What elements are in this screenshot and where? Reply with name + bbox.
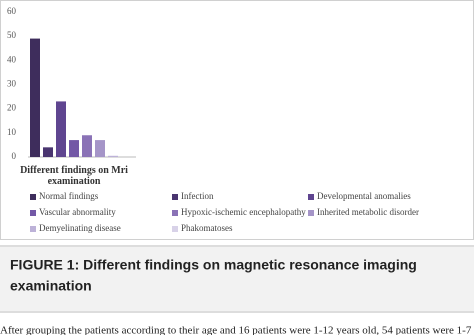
y-tick-label: 20 [7, 103, 17, 113]
legend-label: Hypoxic-ischemic encephalopathy [181, 207, 306, 217]
body-text: After grouping the patients according to… [0, 325, 472, 335]
x-tick-label: Different findings on Mri examination [20, 165, 128, 187]
legend-label: Infection [181, 191, 214, 201]
caption-title: examination [10, 278, 92, 294]
legend-label: Inherited metabolic disorder [317, 207, 419, 217]
bar [30, 38, 40, 158]
legend-swatch [30, 194, 36, 200]
caption-box [0, 247, 474, 311]
y-tick-label: 40 [7, 54, 17, 64]
y-tick-label: 30 [7, 79, 17, 89]
legend-swatch [172, 226, 178, 232]
y-tick-label: 50 [7, 30, 17, 40]
legend-swatch [308, 210, 314, 216]
bar [108, 155, 118, 157]
legend-swatch [172, 194, 178, 200]
bar [69, 140, 79, 157]
legend-swatch [30, 226, 36, 232]
legend-label: Vascular abnormality [39, 207, 116, 217]
legend-label: Developmental anomalies [317, 191, 411, 201]
legend-label: Phakomatoses [181, 223, 233, 233]
chart-frame [0, 0, 474, 240]
bar [43, 147, 53, 157]
bar [82, 135, 92, 157]
caption-title: FIGURE 1: Different findings on magnetic… [10, 257, 417, 273]
bar [95, 140, 105, 157]
y-tick-label: 60 [7, 6, 17, 16]
y-tick-label: 10 [7, 127, 17, 137]
legend-label: Normal findings [39, 191, 99, 201]
legend-label: Demyelinating disease [39, 223, 121, 233]
legend-swatch [30, 210, 36, 216]
legend-swatch [172, 210, 178, 216]
y-tick-label: 0 [12, 151, 17, 161]
bar [56, 101, 66, 157]
legend-swatch [308, 194, 314, 200]
